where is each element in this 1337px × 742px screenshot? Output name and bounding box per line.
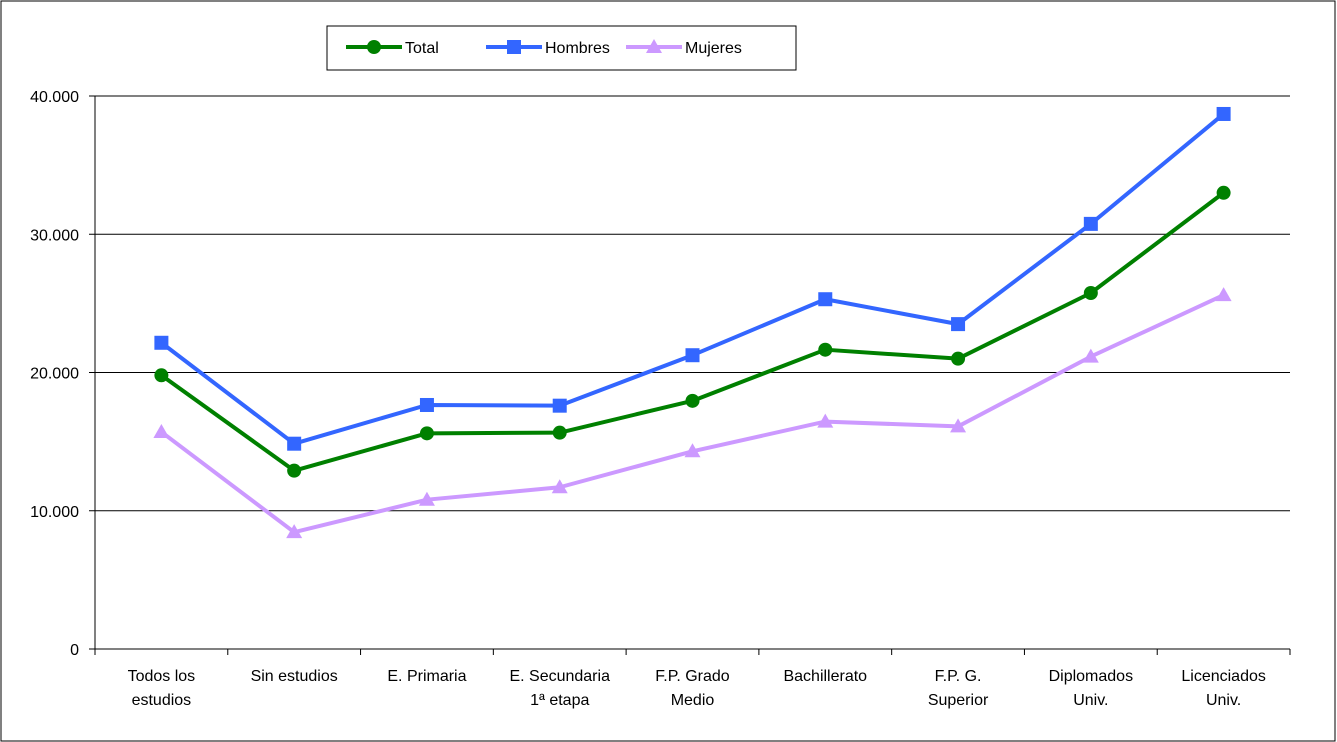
data-point [1083, 286, 1098, 301]
x-tick-label-line: Univ. [1073, 692, 1108, 709]
legend-label: Hombres [545, 40, 610, 57]
x-tick-label-line: Todos los [128, 668, 196, 685]
gridlines [95, 95, 1290, 512]
x-tick-label-line: F.P. G. [935, 668, 982, 685]
data-point [1216, 106, 1231, 121]
data-point [1083, 216, 1098, 231]
x-tick-label: E. Secundaria 1ª etapa [509, 668, 610, 709]
legend-marker [507, 40, 521, 54]
x-tick-label-line: estudios [132, 692, 192, 709]
data-point [419, 397, 434, 412]
x-tick-label: F.P. Grado Medio [655, 668, 730, 709]
x-tick-label: F.P. G. Superior [928, 668, 989, 709]
y-tick-label: 40.000 [30, 89, 79, 106]
data-point [418, 491, 435, 506]
data-point [685, 393, 700, 408]
data-point [950, 418, 967, 433]
series-lines [153, 106, 1232, 539]
data-point [419, 426, 434, 441]
data-point [153, 423, 170, 438]
data-point [1082, 348, 1099, 363]
x-tick-label-line: F.P. Grado [655, 668, 730, 685]
data-point [552, 425, 567, 440]
legend-label: Mujeres [685, 40, 742, 57]
legend: Total Hombres Mujeres [326, 25, 797, 71]
data-point [286, 524, 303, 539]
x-tick-label: Diplomados Univ. [1049, 668, 1133, 709]
data-point [818, 292, 833, 307]
x-tick-label-line: E. Secundaria [509, 668, 610, 685]
legend-marker [646, 39, 662, 53]
data-point [818, 342, 833, 357]
legend-label: Total [405, 40, 439, 57]
x-tick-label-line: Univ. [1206, 692, 1241, 709]
x-tick-label: E. Primaria [387, 668, 466, 685]
x-tick-label: Todos los estudios [128, 668, 196, 709]
x-tick-label-line: Medio [671, 692, 715, 709]
data-point [684, 443, 701, 458]
data-point [817, 413, 834, 428]
y-tick-label: 30.000 [30, 227, 79, 244]
y-tick-label: 0 [70, 642, 79, 659]
legend-box [326, 25, 797, 71]
x-tick-label-line: Licenciados [1181, 668, 1266, 685]
data-point [951, 317, 966, 332]
data-point [287, 436, 302, 451]
data-point [154, 335, 169, 350]
data-point [1216, 185, 1231, 200]
x-tick-label-line: Sin estudios [251, 668, 338, 685]
x-tick-label: Licenciados Univ. [1181, 668, 1266, 709]
x-tick-label-line: Bachillerato [783, 668, 867, 685]
x-tick-label-line: 1ª etapa [530, 692, 589, 709]
x-tick-labels: Todos los estudios Sin estudios E. Primaria… [128, 668, 1266, 709]
data-point [951, 351, 966, 366]
data-point [552, 398, 567, 413]
data-point [154, 368, 169, 383]
legend-marker [367, 40, 381, 54]
y-tick-labels: 0 10.000 20.000 30.000 40.000 [30, 89, 79, 659]
data-point [287, 463, 302, 478]
data-point [685, 348, 700, 363]
data-point [1215, 287, 1232, 302]
x-tick-label-line: Diplomados [1049, 668, 1133, 685]
y-tick-label: 20.000 [30, 366, 79, 383]
y-tick-label: 10.000 [30, 504, 79, 521]
axes [89, 95, 1291, 655]
x-tick-label: Sin estudios [251, 668, 338, 685]
x-tick-label-line: Superior [928, 692, 989, 709]
x-tick-label-line: E. Primaria [387, 668, 466, 685]
data-point [551, 479, 568, 494]
x-tick-label: Bachillerato [783, 668, 867, 685]
